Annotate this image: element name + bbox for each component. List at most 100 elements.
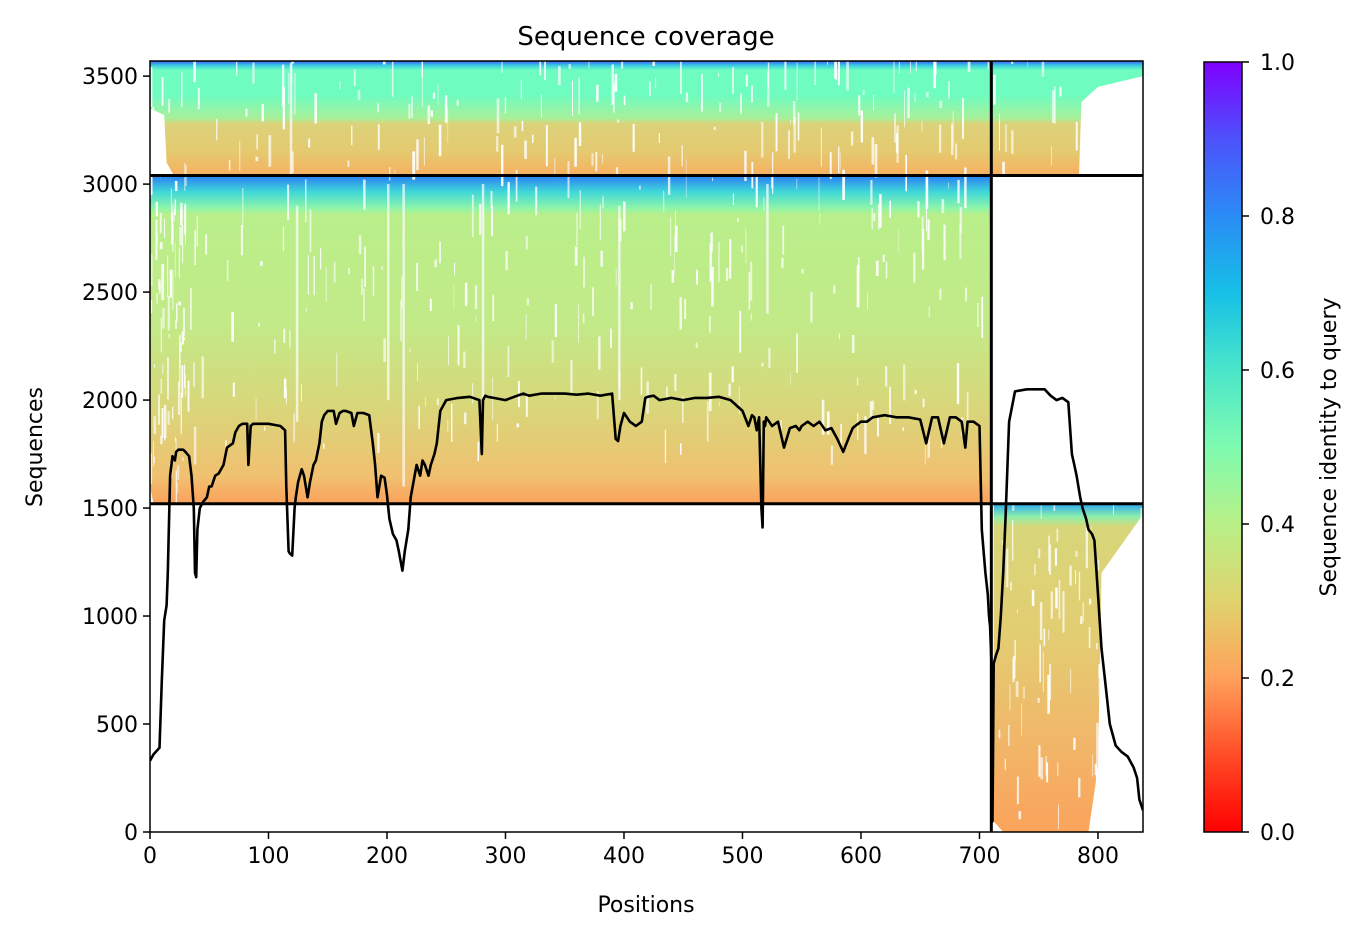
gap-mark [933,61,936,89]
gap-mark [713,126,716,130]
gap-mark [1037,698,1040,703]
gap-mark [851,131,854,146]
gap-mark [377,103,380,113]
gap-mark [358,235,362,255]
gap-mark [524,140,527,159]
gap-mark [504,96,507,114]
gap-mark [955,143,958,160]
gap-mark [172,225,174,252]
gap-mark [242,188,244,228]
gap-mark [236,61,238,76]
gap-mark [496,136,499,152]
gap-mark [260,261,263,266]
gap-mark [1119,666,1123,685]
gap-mark [193,61,196,83]
gap-mark [408,103,411,119]
gap-mark [525,314,527,340]
gap-mark [353,69,356,87]
gap-mark [184,204,187,235]
gap-mark [1108,728,1111,734]
gap-mark [1098,559,1100,571]
gap-mark [1107,624,1110,642]
gap-mark [179,377,181,390]
gap-mark [894,113,896,143]
gap-mark [252,62,255,84]
gap-mark [840,423,842,450]
gap-mark [427,105,431,125]
coverage-heatmap [150,61,1143,832]
colorbar-tick-label: 1.0 [1260,51,1295,76]
gap-mark [681,145,683,167]
gap-mark [287,184,290,221]
gap-mark [904,90,905,128]
gap-mark [793,117,796,153]
gap-mark [258,322,260,327]
gap-mark [545,125,548,167]
gap-mark [599,204,601,241]
gap-mark [228,160,231,171]
gap-mark [1133,698,1135,705]
gap-mark [680,443,682,455]
x-tick-label: 800 [1077,844,1119,869]
gap-mark [602,195,604,209]
gap-mark [578,77,580,115]
coverage-gaps [150,61,1143,832]
gap-mark [1012,658,1015,682]
gap-mark [1039,602,1043,640]
gap-mark [921,121,923,132]
gap-mark [174,199,176,216]
gap-mark [998,729,1001,739]
gap-mark [190,288,192,330]
gap-mark [151,299,153,314]
gap-mark [169,269,173,298]
gap-mark [377,124,380,150]
gap-mark [1053,486,1056,511]
gap-mark [999,113,1000,151]
gap-mark [167,296,170,331]
y-tick-label: 1500 [82,497,138,522]
gap-mark [858,95,861,116]
gap-mark [182,308,185,336]
gap-mark [600,250,603,267]
gap-mark [649,81,651,96]
gap-mark [434,259,437,268]
gap-mark [833,285,836,294]
gap-mark [718,402,720,407]
gap-mark [554,304,557,337]
gap-mark [160,317,162,353]
gap-mark [155,201,158,217]
gap-mark [416,139,419,170]
gap-mark [639,185,641,190]
gap-mark [525,392,528,417]
gap-mark [741,245,743,253]
gap-mark [245,108,248,117]
gap-mark [857,257,860,273]
gap-mark [181,365,184,398]
gap-mark [160,435,163,445]
gap-mark [301,384,302,402]
gap-mark [155,219,158,260]
gap-mark [819,212,821,225]
gap-mark [1097,807,1101,831]
gap-mark [1137,762,1140,766]
gap-mark [162,308,165,329]
gap-mark [655,77,657,89]
gap-mark [935,61,937,75]
gap-mark [879,194,882,228]
gap-mark [496,98,500,134]
gap-mark [474,285,478,310]
gap-mark [409,348,411,352]
gap-column [766,184,769,314]
gap-mark [1069,565,1072,586]
gap-mark [177,381,181,415]
gap-mark [731,366,734,383]
gap-mark [194,230,196,265]
gap-mark [1056,528,1059,542]
gap-mark [864,416,867,455]
gap-mark [182,225,184,264]
gap-mark [745,232,747,263]
gap-mark [740,93,742,114]
coverage-block-1 [150,175,991,504]
gap-mark [1018,811,1022,820]
gap-mark [1092,754,1093,777]
